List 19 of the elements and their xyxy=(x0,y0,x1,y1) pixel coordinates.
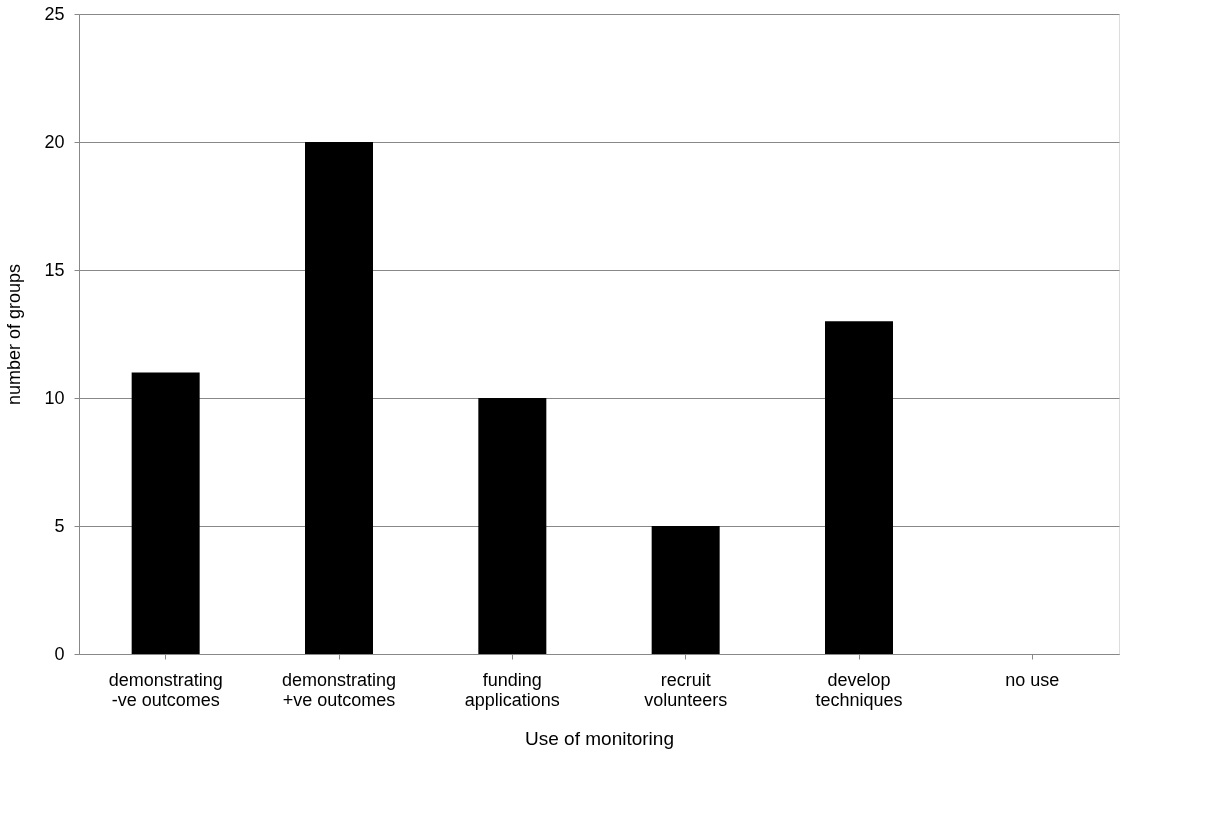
y-tick-label: 25 xyxy=(44,3,65,24)
y-tick-label: 0 xyxy=(54,643,65,664)
x-axis-title: Use of monitoring xyxy=(525,727,674,749)
bar xyxy=(131,372,200,654)
bar xyxy=(478,398,547,654)
x-tick-label: demonstrating -ve outcomes xyxy=(108,669,223,710)
y-tick-label: 10 xyxy=(44,387,65,408)
x-tick-label: funding applications xyxy=(464,669,560,710)
y-tick-label: 15 xyxy=(44,259,65,280)
x-tick-label: develop techniques xyxy=(815,669,903,710)
x-tick-label: no use xyxy=(1005,669,1060,690)
bar xyxy=(651,526,720,654)
y-tick-label: 20 xyxy=(44,131,65,152)
y-tick-label: 5 xyxy=(54,515,65,536)
x-tick-label: recruit volunteers xyxy=(644,669,728,710)
y-axis-title: number of groups xyxy=(4,263,25,406)
x-tick-label: demonstrating +ve outcomes xyxy=(281,669,397,710)
bar xyxy=(305,142,373,654)
bar xyxy=(825,321,893,654)
